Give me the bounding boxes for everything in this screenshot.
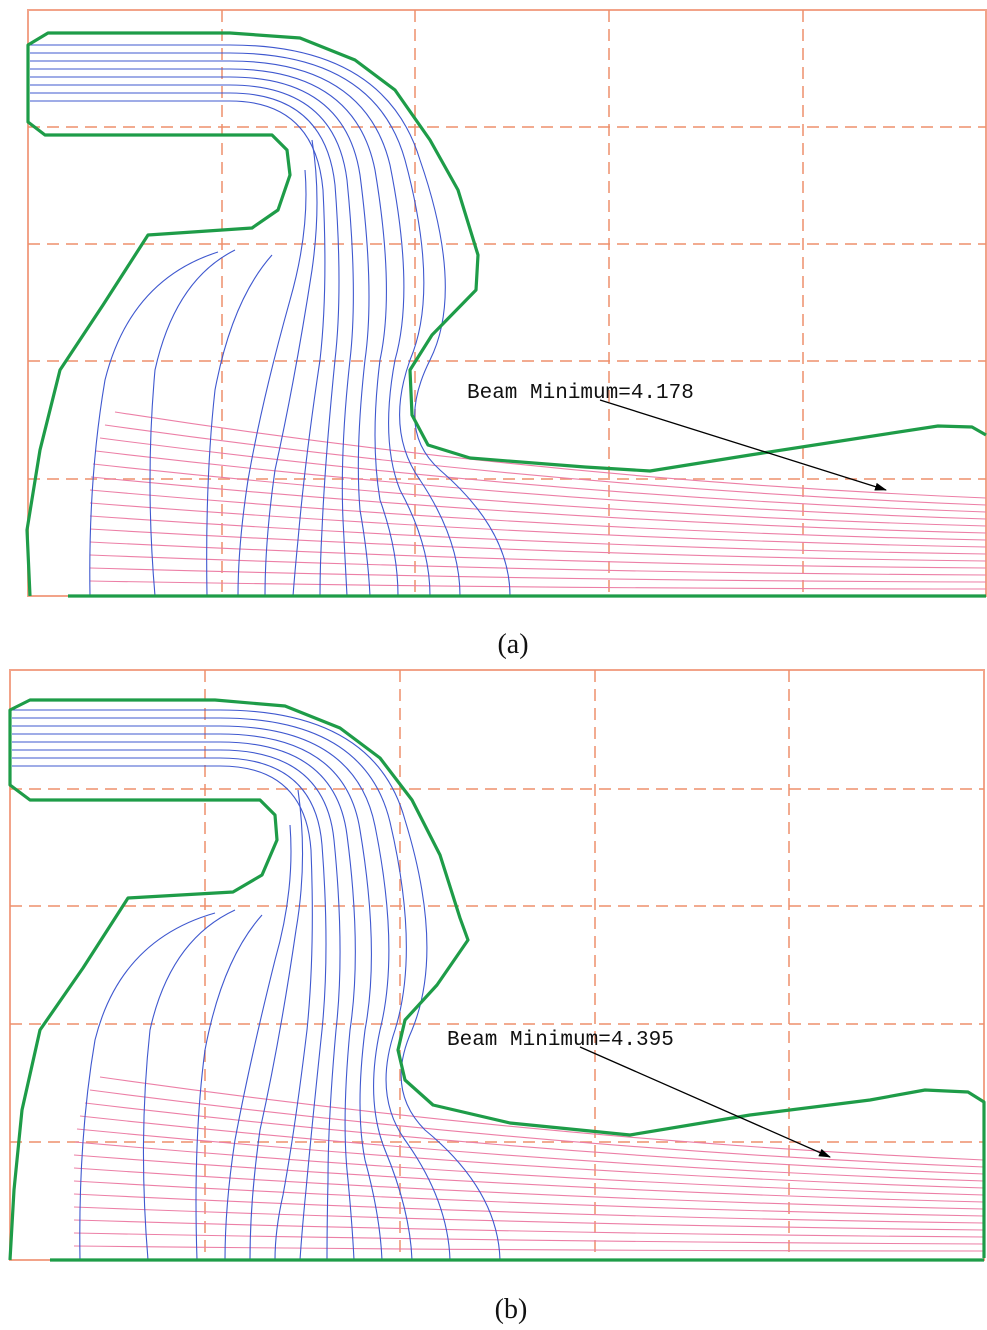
panel-caption: (b) bbox=[495, 1294, 528, 1325]
beam-trajectories-b bbox=[73, 1076, 985, 1252]
electrodes-a bbox=[25, 31, 987, 598]
panel-b: Beam Minimum=4.395 (b) bbox=[8, 669, 986, 1325]
focusing-electrode bbox=[8, 698, 986, 1261]
grid-a bbox=[27, 9, 987, 597]
panel-caption: (a) bbox=[497, 629, 528, 660]
beam-minimum-label: Beam Minimum=4.178 bbox=[467, 382, 694, 405]
beam-trajectories-a bbox=[89, 411, 987, 590]
beam-minimum-arrow bbox=[579, 1046, 831, 1158]
electrodes-b bbox=[8, 698, 986, 1262]
beam-minimum-arrow bbox=[599, 399, 887, 491]
beam-minimum-label: Beam Minimum=4.395 bbox=[447, 1029, 674, 1052]
panel-a: Beam Minimum=4.178 (a) bbox=[25, 9, 987, 660]
beam-minimum-annotation-a: Beam Minimum=4.178 bbox=[467, 382, 887, 491]
equipotential-lines-b bbox=[12, 709, 501, 1261]
beam-minimum-annotation-b: Beam Minimum=4.395 bbox=[447, 1029, 831, 1158]
grid-frame bbox=[27, 9, 987, 597]
equipotential-lines-a bbox=[30, 44, 511, 597]
focusing-electrode bbox=[25, 31, 987, 597]
